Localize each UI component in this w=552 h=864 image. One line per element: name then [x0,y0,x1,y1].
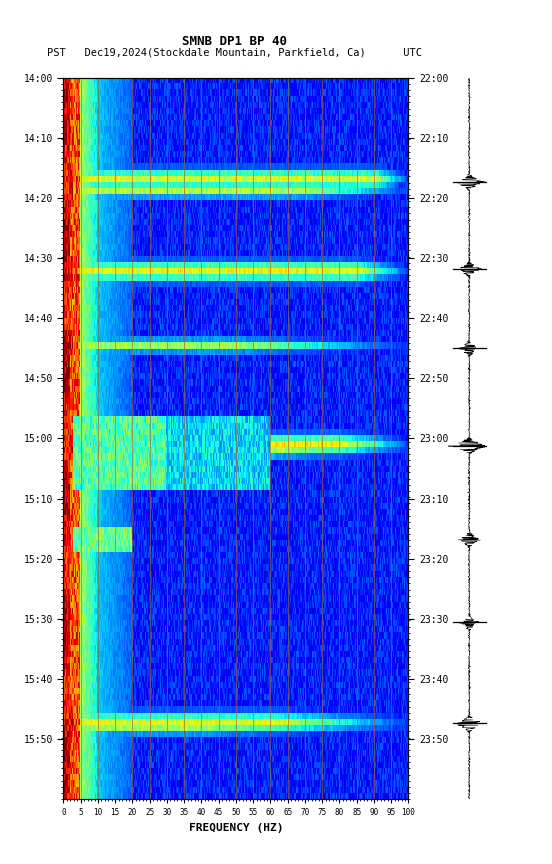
X-axis label: FREQUENCY (HZ): FREQUENCY (HZ) [189,823,283,833]
Text: PST   Dec19,2024(Stockdale Mountain, Parkfield, Ca)      UTC: PST Dec19,2024(Stockdale Mountain, Parkf… [47,48,422,58]
Text: SMNB DP1 BP 40: SMNB DP1 BP 40 [182,35,287,48]
